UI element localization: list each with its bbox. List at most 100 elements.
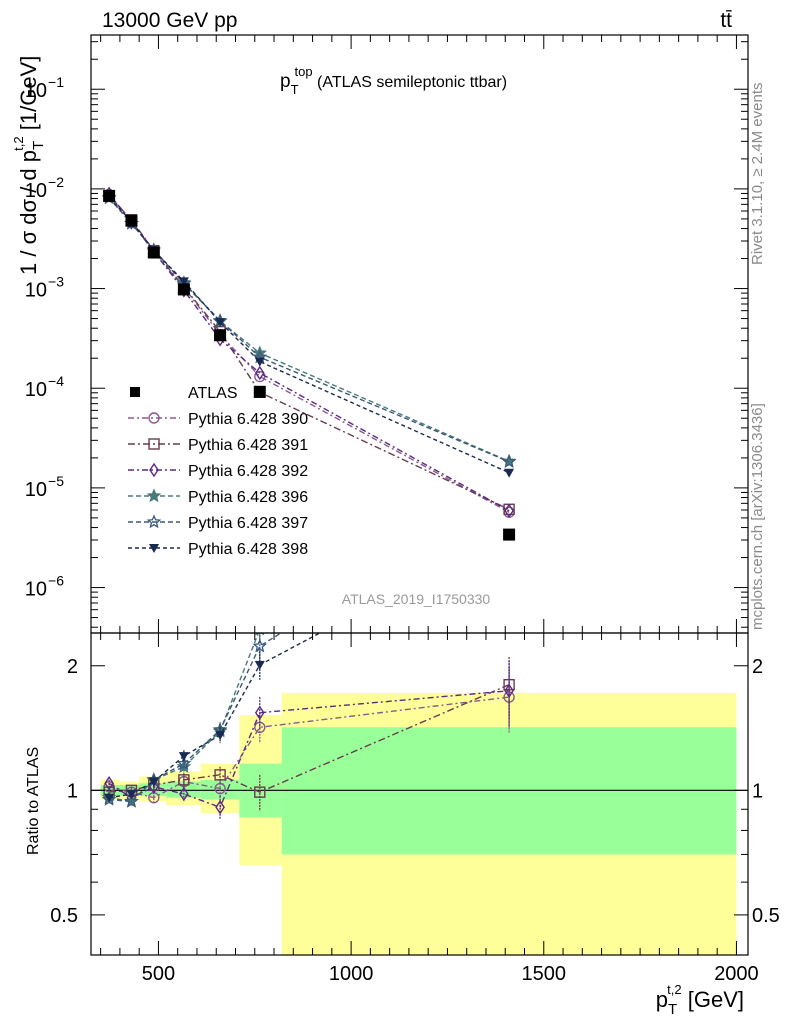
x-tick-label-2: 1500: [522, 963, 567, 985]
data-point-1: [125, 214, 138, 227]
ratio-point-p398-2: [148, 777, 159, 787]
legend-label-data: ATLAS: [188, 385, 238, 402]
ratio-point-p397-6: [503, 485, 514, 496]
main-ytick-exp: −5: [48, 473, 64, 489]
x-tick-label-1: 1000: [329, 963, 374, 985]
mcplots-label: mcplots.cern.ch [arXiv:1306.3436]: [749, 403, 766, 630]
plot-title-rest: (ATLAS semileptonic ttbar): [313, 74, 507, 91]
series-line-p397: [108, 197, 510, 463]
main-ytick-base: 10: [25, 479, 47, 501]
legend-label-p391: Pythia 6.428 391: [188, 437, 308, 454]
ratio-point-p392-4: [215, 800, 225, 815]
main-ytick-base: 10: [25, 579, 47, 601]
legend-label-p392: Pythia 6.428 392: [188, 463, 308, 480]
ratio-plot: [101, 481, 515, 820]
main-ytick-exp: −3: [48, 274, 64, 290]
y-axis-label-sup: t,2: [11, 136, 26, 150]
main-ytick-label-4: 10−2: [25, 174, 64, 202]
ratio-bands: [91, 692, 748, 955]
ratio-ytick-label-left-2: 2: [67, 656, 78, 678]
series-line-p398: [108, 197, 510, 474]
axes: 10−610−510−410−310−210−1500 1000 1500 20000…: [25, 34, 780, 985]
ratio-point-p392-6: [504, 683, 514, 699]
ratio-point-p392-5: [254, 705, 265, 720]
ratio-y-label: Ratio to ATLAS: [25, 747, 42, 855]
data-point-0: [103, 189, 116, 202]
legend-label-p396: Pythia 6.428 396: [188, 489, 308, 506]
main-ytick-base: 10: [25, 80, 47, 102]
main-ytick-base: 10: [25, 379, 47, 401]
ratio-ytick-label-right-1: 1: [752, 780, 763, 802]
ratio-frame: [90, 632, 749, 956]
main-ytick-base: 10: [25, 280, 47, 302]
main-ytick-exp: −6: [48, 573, 64, 589]
ratio-point-p392-3: [179, 786, 189, 802]
header-left: 13000 GeV pp: [102, 9, 237, 32]
legend-marker-p396: [146, 488, 162, 503]
y-axis-label: 1 / σ dσ / d pTt,2 [1/GeV]: [11, 56, 47, 275]
point-p392-6: [504, 503, 514, 518]
x-axis-label-sup: t,2: [667, 982, 681, 997]
x-axis-label-sub: T: [668, 1001, 677, 1018]
point-p398-3: [178, 277, 189, 287]
x-axis-label: pTt,2 [GeV]: [656, 982, 744, 1018]
analysis-id: ATLAS_2019_I1750330: [342, 591, 491, 607]
main-ytick-exp: −1: [48, 74, 64, 90]
legend-label-p397: Pythia 6.428 397: [188, 515, 308, 532]
ratio-point-p391-3: [178, 774, 190, 786]
main-ytick-base: 10: [25, 180, 47, 202]
plot-title-sub: T: [291, 82, 299, 97]
ratio-point-p398-0: [104, 793, 115, 803]
main-plot: [101, 186, 517, 541]
ratio-point-p390-4: [214, 782, 226, 795]
ratio-ytick-label-right-2: 2: [752, 656, 763, 678]
ratio-point-p398-3: [178, 752, 189, 762]
legend-label-p398: Pythia 6.428 398: [188, 541, 308, 558]
legend-marker-p397: [146, 514, 162, 529]
ratio-point-p397-3: [176, 756, 192, 770]
data-point-5: [253, 385, 266, 398]
ratio-point-p396-6: [503, 481, 514, 492]
legend-marker-p392: [149, 462, 159, 478]
header-right: tt̄: [720, 9, 732, 32]
data-point-6: [503, 528, 516, 541]
point-p398-6: [504, 468, 515, 478]
main-ytick-label-0: 10−6: [25, 573, 64, 601]
x-axis-label-unit: [GeV]: [682, 987, 744, 1012]
main-ytick-exp: −4: [48, 373, 64, 389]
main-ytick-label-3: 10−3: [25, 274, 64, 302]
main-ytick-exp: −2: [48, 174, 64, 190]
ratio-point-p398-5: [254, 660, 265, 670]
y-axis-label-main: 1 / σ dσ / d p: [16, 150, 41, 275]
plot-title-sup: top: [295, 64, 313, 79]
y-axis-label-unit: [1/GeV]: [16, 56, 41, 137]
series-line-p391: [108, 195, 510, 510]
y-axis-label-sub: T: [30, 141, 47, 150]
ratio-point-p398-4: [215, 731, 226, 741]
ratio-ytick-label-left-1: 1: [67, 780, 78, 802]
point-p392-5: [254, 365, 265, 381]
legend-marker-p391: [148, 438, 160, 450]
ratio-point-p397-1: [124, 793, 139, 808]
rivet-label: Rivet 3.1.10, ≥ 2.4M events: [749, 83, 766, 266]
data-point-4: [214, 329, 227, 342]
ratio-point-p392-0: [104, 776, 114, 791]
ratio-ytick-label-right-0: 0.5: [752, 905, 780, 927]
x-tick-label-3: 2000: [714, 963, 759, 985]
legend-marker-p398: [149, 544, 159, 553]
data-point-2: [147, 246, 160, 259]
legend-marker-data: [130, 387, 140, 397]
main-ytick-label-1: 10−5: [25, 473, 64, 501]
ratio-point-p397-5: [252, 638, 268, 653]
legend-marker-p390: [148, 412, 160, 424]
series-line-p390: [108, 193, 510, 513]
plot-title: pTtop (ATLAS semileptonic ttbar): [280, 64, 507, 97]
legend-label-p390: Pythia 6.428 390: [188, 411, 308, 428]
series-line-p392: [108, 193, 510, 512]
x-tick-label-0: 500: [142, 963, 175, 985]
point-p398-5: [254, 357, 265, 367]
x-axis-label-main: p: [656, 987, 668, 1012]
ratio-point-p391-4: [214, 769, 226, 781]
data-point-3: [177, 283, 190, 296]
